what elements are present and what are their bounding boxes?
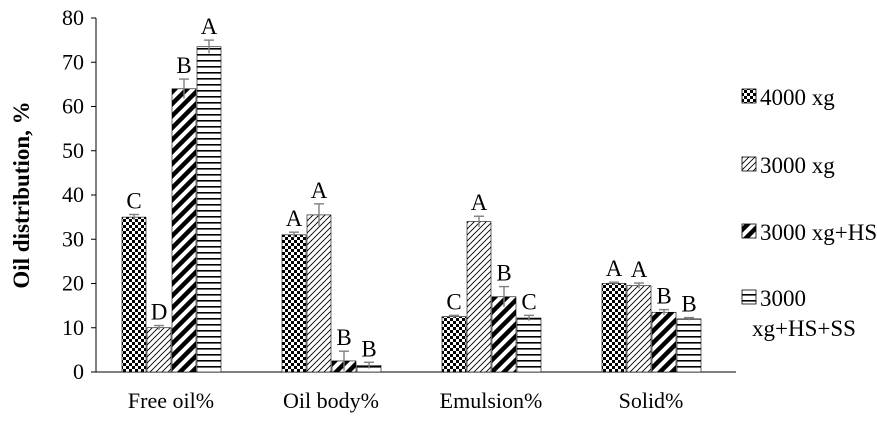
bar (466, 221, 492, 373)
x-tick-label: Free oil% (128, 388, 214, 413)
significance-letter: B (681, 292, 696, 317)
y-tick-label: 30 (62, 226, 84, 251)
bar (626, 285, 652, 373)
significance-letter: A (311, 178, 328, 203)
x-tick-label: Emulsion% (440, 388, 543, 413)
y-tick-label: 0 (73, 359, 84, 384)
significance-letter: A (286, 206, 303, 231)
legend: 4000 xg 3000 xg 3000 xg+HS 3000 xg+HS+SS (741, 85, 877, 341)
legend-label: 3000 xg (760, 153, 835, 178)
bar (676, 318, 702, 373)
significance-letter: A (471, 190, 488, 215)
y-tick-label: 70 (62, 49, 84, 74)
legend-label: 3000 (760, 286, 806, 311)
x-tick-labels: Free oil% Oil body% Emulsion% Solid% (128, 388, 683, 413)
bar (491, 296, 517, 373)
bar (601, 283, 627, 373)
y-tick-label: 60 (62, 94, 84, 119)
y-tick-label: 80 (62, 5, 84, 30)
x-tick-label: Solid% (619, 388, 684, 413)
bar (281, 234, 307, 373)
y-tick-label: 20 (62, 271, 84, 296)
significance-letter: B (361, 336, 376, 361)
legend-label: 3000 xg+HS (760, 220, 877, 245)
error-bars (129, 39, 694, 371)
bars (121, 46, 702, 373)
legend-swatch (741, 289, 757, 305)
bar (171, 88, 197, 373)
bar (441, 316, 467, 373)
y-axis-label: Oil distribution, % (9, 101, 34, 288)
bar (146, 327, 172, 373)
bar (196, 46, 222, 373)
legend-swatch (741, 223, 757, 239)
bar (121, 216, 147, 373)
y-tick-label: 10 (62, 315, 84, 340)
legend-label: 4000 xg (760, 85, 835, 110)
significance-letter: B (176, 53, 191, 78)
x-tick-label: Oil body% (283, 388, 379, 413)
significance-letter: D (151, 300, 168, 325)
legend-swatch (741, 156, 757, 172)
bar (306, 214, 332, 373)
significance-letter: B (656, 284, 671, 309)
significance-letter: C (126, 188, 141, 213)
y-ticks: 0 10 20 30 40 50 60 70 80 (62, 5, 96, 384)
significance-letter: A (201, 14, 218, 39)
significance-letter: A (631, 257, 648, 282)
legend-label: xg+HS+SS (752, 316, 856, 341)
bar (516, 317, 542, 373)
significance-letter: B (496, 261, 511, 286)
y-tick-label: 50 (62, 138, 84, 163)
legend-swatch (741, 88, 757, 104)
significance-letter: C (521, 289, 536, 314)
significance-letter: C (446, 289, 461, 314)
significance-letter: B (336, 325, 351, 350)
y-tick-label: 40 (62, 182, 84, 207)
bar (651, 311, 677, 373)
significance-letter: A (606, 256, 623, 281)
